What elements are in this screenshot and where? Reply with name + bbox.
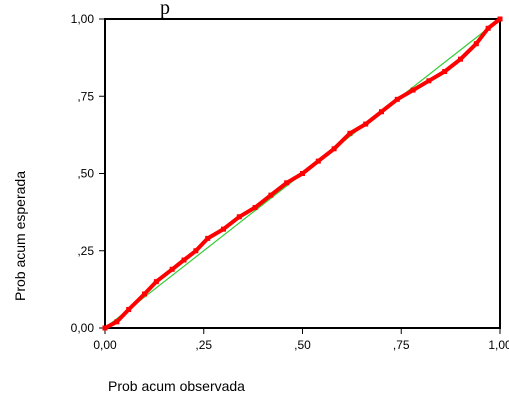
header-text: p bbox=[160, 0, 170, 19]
data-point bbox=[126, 306, 132, 312]
data-point bbox=[284, 180, 290, 186]
data-point bbox=[181, 257, 187, 263]
data-point bbox=[485, 25, 491, 31]
x-tick-label: ,75 bbox=[393, 338, 410, 352]
data-point bbox=[363, 121, 369, 127]
data-point bbox=[193, 248, 199, 254]
data-point bbox=[426, 78, 432, 84]
data-point bbox=[331, 146, 337, 152]
data-point bbox=[394, 96, 400, 102]
data-point bbox=[252, 204, 258, 210]
data-point bbox=[458, 56, 463, 62]
data-point bbox=[221, 226, 226, 232]
x-tick-label: 0,00 bbox=[93, 338, 117, 352]
x-axis-title: Prob acum observada bbox=[108, 378, 245, 394]
data-point bbox=[442, 69, 448, 75]
y-tick-label: ,75 bbox=[77, 89, 94, 103]
data-point bbox=[102, 325, 108, 331]
y-tick-label: 0,00 bbox=[71, 321, 95, 335]
y-tick-label: ,25 bbox=[77, 244, 94, 258]
x-tick-label: 1,00 bbox=[488, 338, 509, 352]
y-tick-label: ,50 bbox=[77, 167, 94, 181]
observed-series-line bbox=[103, 17, 502, 330]
y-tick-label: 1,00 bbox=[71, 12, 95, 26]
data-point bbox=[410, 87, 416, 93]
data-point bbox=[205, 235, 211, 241]
x-tick-label: ,50 bbox=[294, 338, 311, 352]
data-point bbox=[473, 41, 479, 47]
data-point bbox=[347, 130, 353, 136]
data-point bbox=[153, 279, 159, 285]
data-point bbox=[300, 171, 305, 176]
x-axis: 0,00 ,25 ,50 ,75 1,00 bbox=[93, 328, 509, 352]
y-axis: 0,00 ,25 ,50 ,75 1,00 bbox=[71, 12, 105, 335]
series-layer bbox=[102, 16, 503, 331]
x-tick-label: ,25 bbox=[195, 338, 212, 352]
data-point bbox=[114, 319, 120, 325]
y-axis-title: Prob acum esperada bbox=[12, 171, 28, 301]
data-point bbox=[236, 214, 242, 220]
data-point bbox=[268, 192, 274, 198]
data-point bbox=[142, 291, 147, 297]
data-point bbox=[497, 16, 503, 22]
data-point bbox=[169, 266, 175, 272]
data-point bbox=[379, 109, 384, 115]
data-point bbox=[315, 158, 321, 164]
